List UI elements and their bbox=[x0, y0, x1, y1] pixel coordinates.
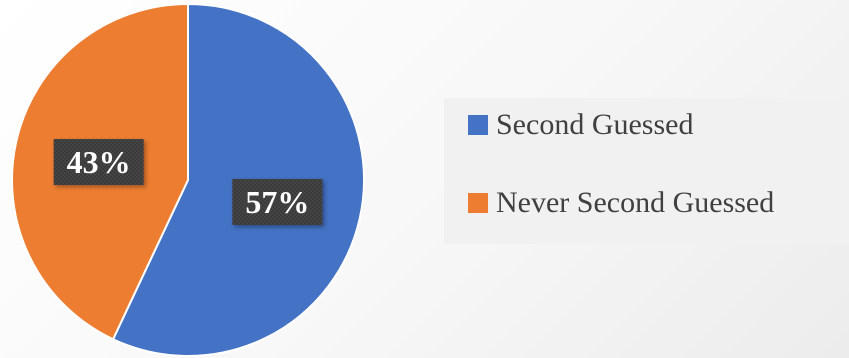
data-label-box bbox=[232, 178, 323, 225]
legend-label-never-second-guessed: Never Second Guessed bbox=[496, 186, 775, 219]
legend-label-second-guessed: Second Guessed bbox=[496, 108, 694, 141]
pie-data-labels: 57% 43% bbox=[53, 139, 323, 225]
data-label-never-second-guessed: 43% bbox=[53, 139, 144, 186]
legend-swatch-never-second-guessed bbox=[468, 193, 488, 213]
data-label-text: 43% bbox=[67, 144, 131, 180]
legend-item-second-guessed: Second Guessed bbox=[468, 108, 693, 142]
legend: Second Guessed Never Second Guessed bbox=[444, 98, 849, 244]
data-label-box bbox=[53, 139, 144, 186]
data-label-second-guessed: 57% bbox=[232, 178, 323, 225]
data-label-text: 57% bbox=[245, 184, 309, 220]
legend-swatch-second-guessed bbox=[468, 115, 488, 135]
legend-item-never-second-guessed: Never Second Guessed bbox=[468, 186, 774, 220]
